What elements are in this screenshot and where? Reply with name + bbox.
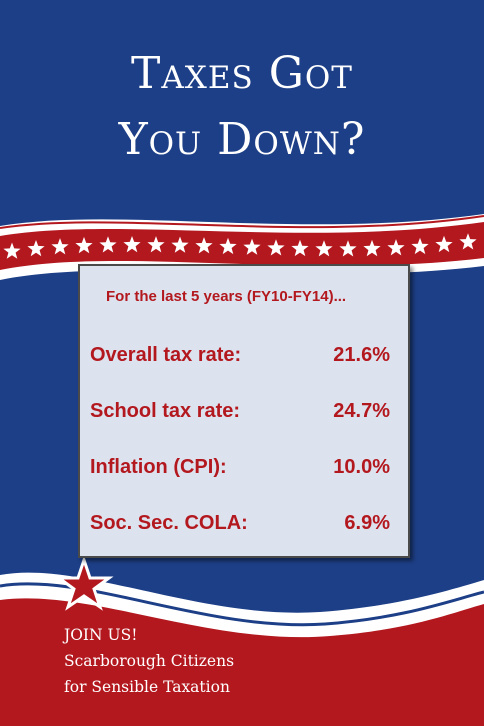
banner-star-icon [411, 237, 429, 255]
banner-star-icon [171, 236, 189, 253]
banner-star-icon [99, 236, 117, 253]
stat-label: Soc. Sec. COLA: [90, 512, 248, 534]
footer-join: JOIN US! [64, 626, 138, 644]
stat-value: 24.7% [333, 400, 390, 422]
banner-star-icon [291, 239, 309, 257]
banner-red-band [0, 222, 484, 270]
stat-value: 10.0% [333, 456, 390, 478]
banner-star-icon [75, 236, 93, 254]
stat-label: School tax rate: [90, 400, 241, 422]
banner-star-icon [123, 236, 141, 253]
big-star-icon [54, 555, 114, 611]
banner-star-icon [435, 235, 453, 253]
banner-star-icon [27, 240, 45, 257]
banner-star-icon [363, 239, 381, 257]
stats-box: For the last 5 years (FY10-FY14)... Over… [78, 264, 410, 558]
stat-label: Overall tax rate: [90, 344, 242, 366]
title-line-2: You Down? [118, 114, 366, 165]
banner-star-icon [267, 239, 285, 256]
banner-star-icon [219, 237, 237, 255]
footer-org-line-2: for Sensible Taxation [64, 678, 230, 696]
title-line-1: Taxes Got [131, 48, 353, 99]
banner-star-icon [459, 233, 477, 250]
banner-star-icon [315, 240, 333, 257]
banner-star-icon [51, 238, 69, 255]
banner-star-icon [339, 240, 357, 257]
stat-label: Inflation (CPI): [90, 456, 227, 478]
stat-value: 6.9% [344, 512, 390, 534]
stats-intro: For the last 5 years (FY10-FY14)... [106, 288, 347, 305]
banner-star-icon [243, 238, 261, 255]
bottom-red-field [0, 598, 484, 726]
banner-star-icon [195, 237, 213, 254]
stat-value: 21.6% [333, 344, 390, 366]
banner-star-icon [387, 239, 405, 256]
banner-star-icon [3, 242, 21, 259]
footer-org-line-1: Scarborough Citizens [64, 652, 235, 670]
banner-top-stripe [0, 215, 484, 229]
banner-stars [3, 233, 477, 259]
banner-star-icon [147, 236, 165, 253]
